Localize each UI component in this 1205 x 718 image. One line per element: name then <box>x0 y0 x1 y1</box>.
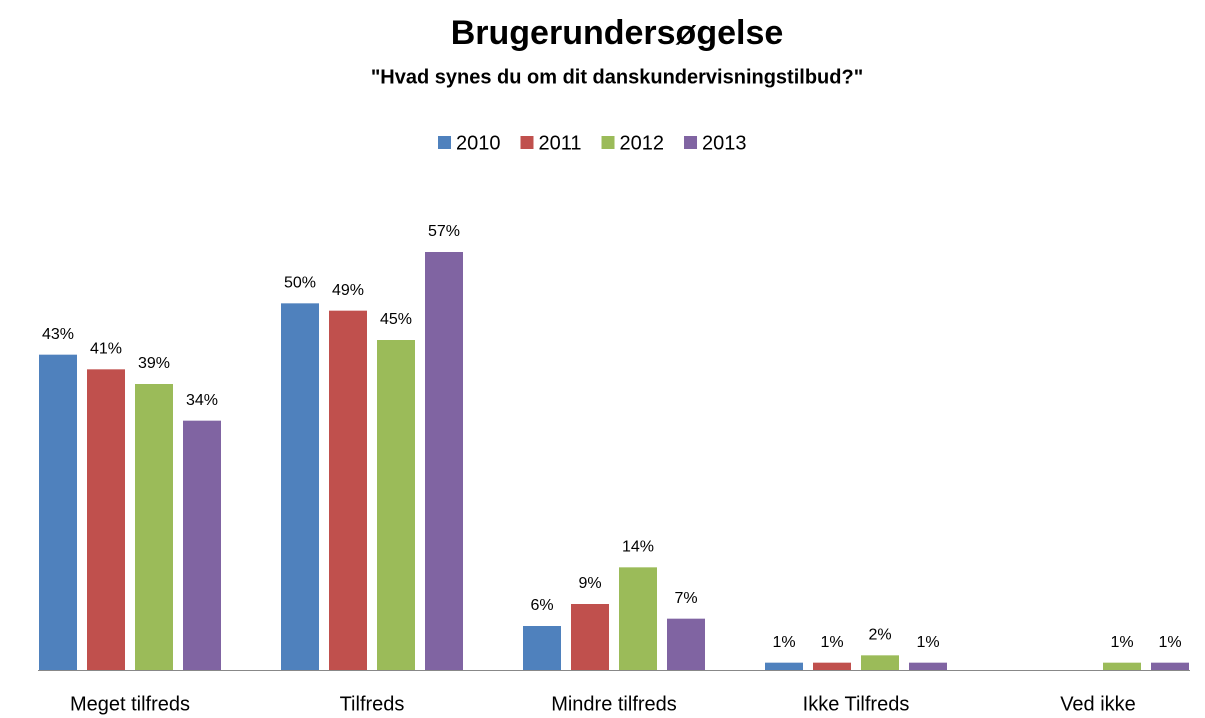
chart-title: Brugerundersøgelse <box>451 14 784 52</box>
data-label: 1% <box>1158 634 1181 651</box>
bar <box>571 604 609 670</box>
chart-subtitle: "Hvad synes du om dit danskundervisnings… <box>371 66 863 88</box>
bar <box>1151 662 1189 670</box>
bar <box>135 384 173 670</box>
data-label: 49% <box>332 282 364 299</box>
data-label: 1% <box>1110 634 1133 651</box>
bar <box>523 626 561 670</box>
x-tick-label: Ikke Tilfreds <box>803 693 910 715</box>
bar <box>281 303 319 670</box>
data-label: 1% <box>820 634 843 651</box>
bar <box>183 420 221 670</box>
data-label: 45% <box>380 311 412 328</box>
bar <box>1103 662 1141 670</box>
bar <box>87 369 125 670</box>
data-label: 41% <box>90 341 122 358</box>
data-label: 50% <box>284 275 316 292</box>
data-label: 43% <box>42 326 74 343</box>
data-label: 7% <box>674 590 697 607</box>
bar <box>619 567 657 670</box>
legend-label: 2011 <box>539 132 582 154</box>
bar <box>765 662 803 670</box>
bar <box>667 618 705 670</box>
legend-label: 2012 <box>620 132 665 154</box>
data-label: 57% <box>428 223 460 240</box>
x-tick-label: Tilfreds <box>340 693 405 715</box>
data-label: 34% <box>186 392 218 409</box>
legend-swatch <box>438 136 451 149</box>
bar <box>813 662 851 670</box>
x-tick-label: Meget tilfreds <box>70 693 190 715</box>
bar <box>861 655 899 670</box>
legend-swatch <box>601 136 615 149</box>
data-label: 1% <box>772 634 795 651</box>
bar <box>909 662 947 670</box>
data-label: 14% <box>622 539 654 556</box>
legend-label: 2013 <box>702 132 747 154</box>
legend-swatch <box>684 136 698 149</box>
x-tick-label: Ved ikke <box>1060 693 1136 715</box>
data-label: 6% <box>530 597 553 614</box>
x-tick-label: Mindre tilfreds <box>551 693 677 715</box>
bar <box>329 310 367 670</box>
bar <box>377 340 415 670</box>
data-label: 1% <box>916 634 939 651</box>
bar <box>425 252 463 670</box>
bar <box>39 354 77 670</box>
data-label: 39% <box>138 355 170 372</box>
data-label: 9% <box>578 575 601 592</box>
data-label: 2% <box>868 627 891 644</box>
legend-swatch <box>520 136 534 149</box>
legend-label: 2010 <box>456 132 501 154</box>
